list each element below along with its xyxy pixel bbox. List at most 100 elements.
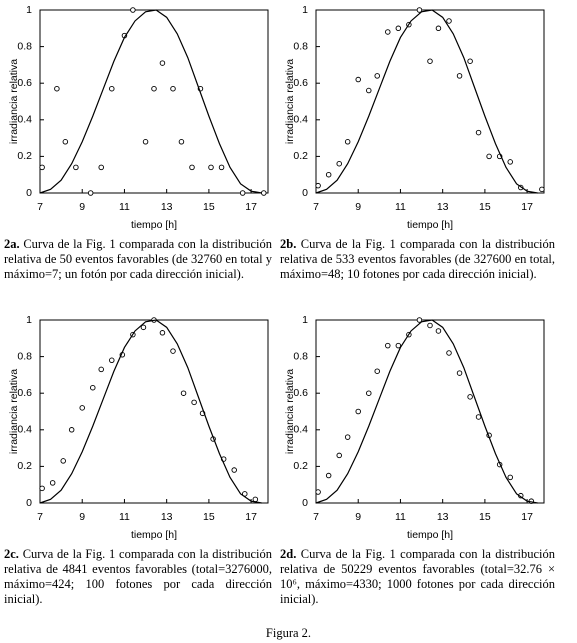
- data-point: [366, 390, 372, 396]
- data-point: [142, 139, 149, 145]
- y-tick-label: 0.4: [17, 114, 32, 126]
- data-point: [252, 496, 259, 503]
- y-tick-label: 0.8: [17, 350, 32, 362]
- data-point: [486, 153, 492, 160]
- x-tick-label: 9: [355, 201, 361, 213]
- y-tick-label: 0.6: [293, 387, 308, 399]
- x-tick-label: 17: [245, 201, 257, 213]
- y-tick-label: 0.8: [17, 40, 32, 52]
- data-point: [159, 330, 166, 336]
- data-point: [68, 427, 75, 433]
- y-axis-label: irradiancia relativa: [8, 369, 20, 454]
- data-point: [130, 7, 136, 13]
- y-axis-label: irradiancia relativa: [284, 59, 296, 144]
- data-point: [446, 18, 452, 24]
- y-tick-label: 0: [26, 187, 32, 199]
- caption: 2c. Curva de la Fig. 1 comparada con la …: [4, 547, 272, 607]
- caption: 2b. Curva de la Fig. 1 comparada con la …: [280, 237, 555, 282]
- x-tick-label: 7: [313, 201, 319, 213]
- curve: [315, 9, 538, 194]
- data-point: [98, 164, 104, 171]
- x-tick-label: 7: [313, 511, 319, 523]
- x-tick-label: 17: [245, 511, 257, 523]
- y-tick-label: 0.4: [293, 424, 308, 436]
- y-tick-label: 0.2: [293, 150, 308, 162]
- data-point: [507, 474, 513, 481]
- data-point: [507, 159, 513, 165]
- chart: 7 9 11 13 15 17 0 0.2 0.4 0.6 0.8 1 tiempo [h] irradi…: [284, 314, 545, 541]
- data-point: [180, 390, 187, 396]
- x-tick-label: 15: [203, 511, 215, 523]
- curve: [39, 9, 262, 194]
- y-tick-label: 0.2: [17, 460, 32, 472]
- data-point: [385, 29, 391, 35]
- plot-frame: [39, 319, 269, 504]
- x-axis-label: tiempo [h]: [131, 529, 177, 541]
- data-point: [109, 85, 115, 92]
- data-point: [467, 58, 473, 64]
- data-point: [231, 467, 237, 473]
- x-tick-label: 13: [161, 511, 173, 523]
- x-tick-label: 17: [521, 201, 533, 213]
- data-point: [336, 452, 342, 459]
- caption-text: Curva de la Fig. 1 comparada con la dist…: [280, 547, 556, 606]
- caption-text: Curva de la Fig. 1 comparada con la dist…: [280, 237, 556, 281]
- data-point: [140, 324, 147, 331]
- caption: 2a. Curva de la Fig. 1 comparada con la …: [4, 237, 272, 282]
- data-point: [435, 328, 442, 334]
- data-point: [315, 489, 321, 495]
- x-tick-label: 9: [79, 511, 85, 523]
- data-point: [456, 370, 463, 376]
- data-point: [54, 85, 60, 92]
- x-tick-label: 11: [395, 511, 406, 523]
- data-point: [178, 139, 185, 145]
- caption-text: Curva de la Fig. 1 comparada con la dist…: [4, 547, 272, 606]
- data-point: [344, 434, 351, 440]
- data-point: [170, 85, 176, 92]
- y-tick-label: 1: [302, 4, 308, 16]
- data-point: [39, 164, 45, 171]
- data-point: [539, 186, 545, 193]
- y-tick-label: 0.4: [17, 424, 32, 436]
- data-point: [325, 171, 332, 178]
- data-point: [395, 25, 402, 32]
- figure-caption: Figura 2.: [265, 626, 312, 640]
- data-point: [416, 317, 423, 323]
- y-tick-label: 0.2: [17, 150, 32, 162]
- data-point: [191, 399, 197, 406]
- x-tick-label: 17: [521, 511, 533, 523]
- data-point: [315, 182, 321, 189]
- data-point: [435, 25, 442, 32]
- x-tick-label: 9: [79, 201, 85, 213]
- x-tick-label: 15: [479, 511, 491, 523]
- x-tick-label: 7: [37, 201, 43, 213]
- data-point: [218, 164, 225, 171]
- data-point: [475, 129, 482, 136]
- data-point: [151, 85, 157, 92]
- data-point: [98, 366, 104, 373]
- y-tick-label: 0.6: [293, 77, 308, 89]
- y-tick-label: 0.2: [293, 460, 308, 472]
- data-point: [336, 160, 342, 167]
- caption-label: 2c.: [4, 547, 19, 561]
- x-axis-label: tiempo [h]: [131, 219, 177, 231]
- data-point: [208, 164, 214, 171]
- data-point: [90, 384, 96, 391]
- data-point: [73, 164, 79, 171]
- x-tick-label: 13: [437, 511, 449, 523]
- data-point: [62, 139, 69, 145]
- data-point: [79, 405, 85, 411]
- x-axis-label: tiempo [h]: [407, 219, 453, 231]
- y-tick-label: 0: [302, 497, 308, 509]
- y-tick-label: 0.4: [293, 114, 308, 126]
- curve: [315, 319, 538, 504]
- data-point: [385, 342, 391, 349]
- data-point: [475, 414, 482, 420]
- x-tick-label: 13: [437, 201, 449, 213]
- y-tick-label: 0.6: [17, 387, 32, 399]
- caption: 2d. Curva de la Fig. 1 comparada con la …: [280, 547, 555, 607]
- x-tick-label: 11: [395, 201, 406, 213]
- x-tick-label: 15: [479, 201, 491, 213]
- data-point: [60, 458, 66, 464]
